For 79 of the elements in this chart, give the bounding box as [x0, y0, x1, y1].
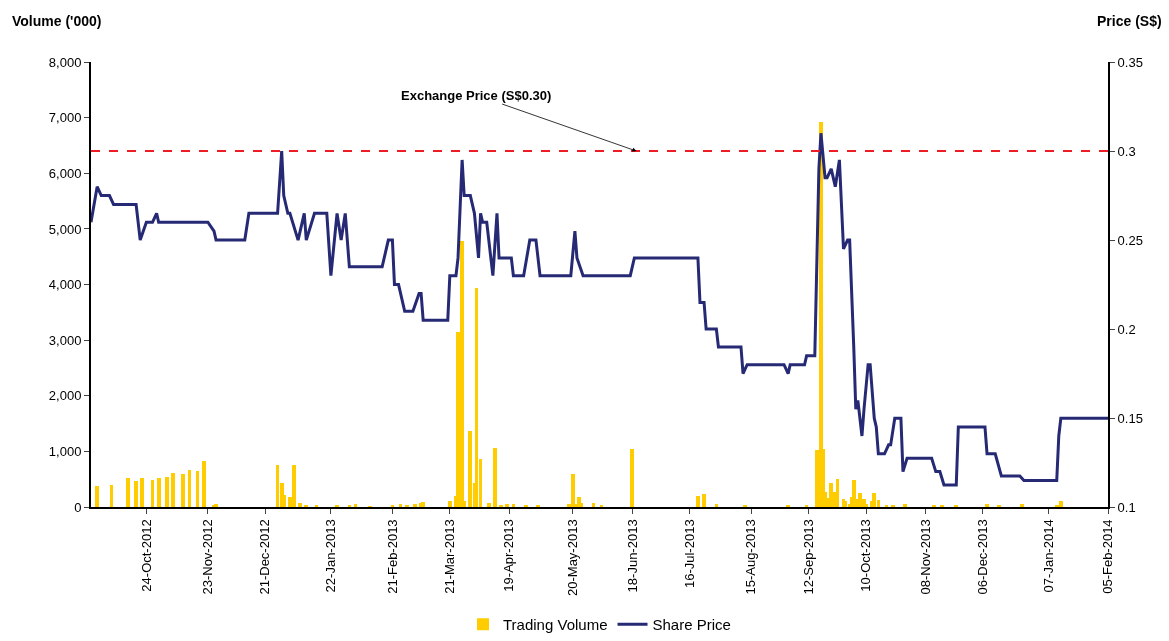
bar: [171, 473, 175, 507]
bar: [110, 485, 113, 507]
legend-label: Trading Volume: [503, 616, 608, 634]
x-tick-label: 05-Feb-2014: [1100, 519, 1116, 594]
x-tick-label: 15-Aug-2013: [743, 519, 759, 595]
x-tick-label: 20-May-2013: [565, 519, 581, 596]
bar: [505, 504, 509, 507]
y-tick-label: 8,000: [48, 54, 82, 70]
bar: [512, 504, 515, 507]
x-tick-label: 07-Jan-2014: [1040, 519, 1056, 593]
legend-label: Share Price: [652, 616, 731, 634]
x-tick-label: 23-Nov-2012: [200, 519, 216, 595]
bar: [1059, 501, 1063, 507]
bar: [858, 493, 862, 507]
x-tick-label: 24-Oct-2012: [138, 519, 154, 592]
y-tick-label: 3,000: [48, 332, 82, 348]
bar: [903, 504, 907, 507]
bar: [571, 474, 575, 507]
y-tick-label: 4,000: [48, 277, 82, 293]
bar: [468, 431, 472, 507]
bar: [852, 480, 856, 507]
x-tick-label: 21-Mar-2013: [442, 519, 458, 594]
y2-tick-label: 0.3: [1117, 143, 1136, 159]
bar: [399, 504, 402, 507]
bar: [872, 493, 876, 507]
bar: [95, 486, 99, 507]
y2-tick-label: 0.35: [1117, 54, 1143, 70]
bar: [630, 449, 634, 507]
y-tick-label: 0: [74, 499, 82, 515]
y2-tick-label: 0.2: [1117, 321, 1136, 337]
x-tick-label: 19-Apr-2013: [501, 519, 517, 592]
x-tick-label: 10-Oct-2013: [858, 519, 874, 592]
x-tick-label: 22-Jan-2013: [323, 519, 339, 593]
x-tick-label: 21-Feb-2013: [384, 519, 400, 594]
x-tick-label: 21-Dec-2012: [257, 519, 273, 595]
x-tick-label: 16-Jul-2013: [681, 519, 697, 589]
x-tick-label: 18-Jun-2013: [624, 519, 640, 593]
y2-tick-label: 0.25: [1117, 232, 1143, 248]
x-tick-label: 08-Nov-2013: [917, 519, 933, 595]
bar: [1020, 504, 1024, 507]
bar: [181, 474, 185, 507]
bar: [202, 461, 206, 507]
bar: [292, 465, 296, 507]
bar: [134, 481, 138, 507]
y-tick-label: 2,000: [48, 388, 82, 404]
bar: [836, 479, 839, 507]
bar: [151, 480, 154, 507]
bar: [460, 241, 464, 507]
bar: [985, 504, 989, 507]
bar: [298, 503, 302, 507]
y2-axis-title: Price (S$): [1097, 13, 1162, 29]
y-tick-label: 5,000: [48, 221, 82, 237]
bar: [702, 494, 706, 507]
bar: [354, 504, 357, 507]
x-tick-label: 12-Sep-2013: [800, 519, 816, 595]
bar: [126, 478, 130, 507]
bar: [592, 503, 595, 507]
bar: [475, 288, 478, 507]
y-axis-title: Volume ('000): [12, 13, 102, 29]
bar: [157, 478, 161, 507]
x-tick-label: 06-Dec-2013: [975, 519, 991, 595]
bar: [413, 504, 417, 507]
line-series: [91, 131, 1108, 487]
bar: [829, 483, 833, 507]
bar: [140, 478, 144, 507]
bar: [715, 504, 718, 507]
bar: [696, 496, 700, 507]
bar: [188, 470, 191, 507]
bar: [493, 448, 497, 507]
bar: [448, 501, 452, 507]
bar: [196, 471, 199, 507]
y2-tick-label: 0.1: [1117, 499, 1136, 515]
y2-tick-label: 0.15: [1117, 410, 1143, 426]
y-tick-label: 6,000: [48, 165, 82, 181]
annotation: Exchange Price (S$0.30): [401, 88, 552, 103]
bar: [487, 503, 491, 507]
y-tick-label: 7,000: [48, 110, 82, 126]
bar: [165, 477, 169, 507]
y-tick-label: 1,000: [48, 444, 82, 460]
